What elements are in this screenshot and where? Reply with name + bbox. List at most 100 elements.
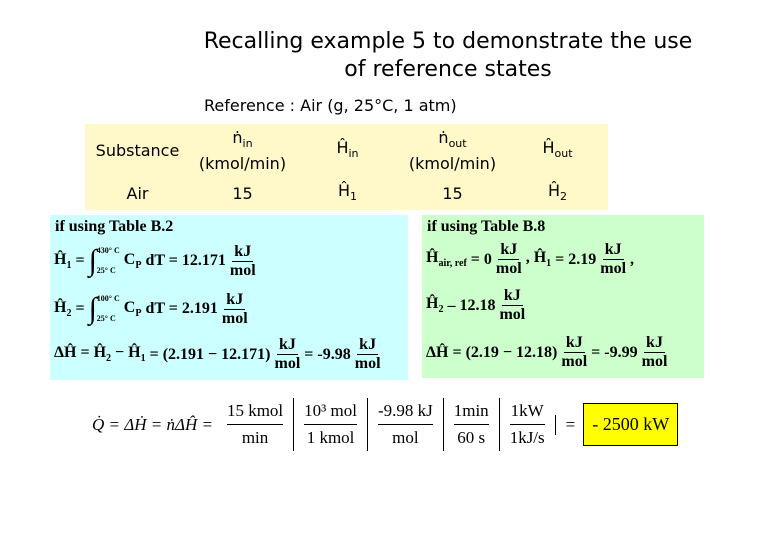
term-text: ΔĤ = (2.19 − 12.18) (426, 343, 558, 361)
term: = 2.19 (555, 251, 596, 269)
cell-symbol: 15 (442, 184, 463, 203)
cell-subscript: out (554, 147, 573, 161)
numerator: 1min (453, 398, 489, 425)
fraction: kJ mol (642, 334, 668, 371)
subscript: P (135, 260, 142, 272)
term: Ĥair, ref (426, 249, 467, 269)
numerator: kJ (357, 336, 379, 355)
cell-text: Substance (85, 141, 190, 160)
denominator: 60 s (457, 428, 486, 447)
fraction: kJ mol (222, 291, 248, 328)
denominator: mol (392, 428, 419, 447)
integral-limits: 430° C 25° C (97, 241, 120, 281)
subscript: P (135, 308, 142, 320)
fraction: 1min 60 s (442, 398, 499, 451)
term: CP (124, 299, 142, 319)
numerator: 1kW (509, 398, 545, 425)
cell-text: ṅout (400, 128, 505, 153)
numerator: kJ (232, 242, 254, 262)
table-cell: Ĥin (295, 124, 400, 177)
numerator: kJ (644, 334, 665, 353)
denominator: mol (354, 355, 381, 372)
panel-heading: if using Table B.2 (55, 218, 174, 235)
denominator: 1kJ/s (509, 428, 545, 447)
cell-subscript: in (242, 137, 253, 151)
upper-limit: 430° C (96, 246, 120, 255)
numerator: 15 kmol (226, 398, 284, 425)
subscript: 1 (546, 258, 552, 270)
table-cell: Ĥout (505, 124, 610, 177)
term-text: = 0 (470, 250, 492, 268)
table-cell: ṅout (kmol/min) (400, 124, 505, 177)
numerator: -9.98 kJ (377, 398, 433, 425)
term: ΔĤ = Ĥ2 (54, 344, 111, 364)
term: dT = 2.191 (145, 300, 217, 318)
fraction: 10³ mol 1 kmol (293, 398, 367, 451)
cell-symbol: 15 (232, 184, 253, 203)
cell-symbol: Ĥ (547, 180, 561, 200)
fraction: kJ mol (499, 287, 525, 324)
fraction: kJ mol (275, 336, 301, 373)
title-line: of reference states (344, 57, 552, 82)
title: Recalling example 5 to demonstrate the u… (120, 28, 776, 84)
subscript: 1 (66, 260, 72, 272)
panel-heading: if using Table B.8 (427, 218, 546, 235)
term: CP (124, 251, 142, 271)
fraction: kJ mol (561, 334, 587, 371)
cell-text: 15 (400, 184, 505, 203)
term-text: = (75, 252, 85, 269)
cell-symbol: Substance (95, 141, 180, 160)
term: = (2.191 − 12.171) (150, 346, 271, 364)
numerator: kJ (602, 241, 624, 260)
equation: Ĥair, ref = 0 kJ mol, Ĥ1 = 2.19 kJ mol, (426, 241, 634, 278)
term-text: = -9.99 (591, 343, 638, 361)
numerator: kJ (498, 241, 520, 260)
denominator: mol (561, 353, 588, 370)
denominator: mol (221, 309, 248, 327)
term-text: – 12.18 (447, 296, 496, 314)
numerator: kJ (563, 334, 585, 353)
denominator: mol (641, 353, 668, 370)
term: dT = 12.171 (145, 252, 225, 270)
cell-symbol: Air (126, 184, 149, 203)
table-cell: Air (85, 177, 190, 210)
fraction: -9.98 kJ mol (366, 398, 443, 451)
integral-sign: ∫ (88, 292, 97, 325)
term-text: Ĥ (426, 249, 439, 267)
table-cell: Substance (85, 124, 190, 177)
subscript: 2 (66, 308, 72, 320)
term-text: dT = 12.171 (145, 252, 226, 269)
term-text: dT = 2.191 (145, 300, 218, 317)
term: , (630, 251, 634, 269)
lower-limit: 25° C (96, 266, 116, 275)
fraction: 15 kmol min (217, 398, 293, 451)
equation: Ĥ1 = ∫ 430° C 25° C CP dT = 12.171 kJ mol (54, 241, 256, 281)
integral: ∫ 430° C 25° C (89, 241, 120, 281)
cell-text: Ĥout (505, 138, 610, 163)
term: = -9.98 (304, 346, 350, 364)
integral-sign: ∫ (88, 244, 97, 277)
term-text: , (630, 250, 635, 268)
cell-symbol: Ĥ (336, 137, 349, 157)
table-cell: Ĥ2 (505, 177, 610, 210)
table-cell: ṅin (kmol/min) (190, 124, 295, 177)
denominator: mol (229, 261, 256, 279)
integral-limits: 100° C 25° C (97, 289, 120, 329)
fraction: 1kW 1kJ/s (498, 398, 555, 451)
table: Substance ṅin (kmol/min) Ĥin ṅout (kmol/min) Ĥ… (85, 124, 608, 210)
term: Ĥ2 (54, 299, 71, 319)
fraction: kJ mol (230, 243, 256, 280)
term: = (75, 300, 84, 318)
equation: Ĥ2 = ∫ 100° C 25° C CP dT = 2.191 kJ mol (54, 289, 248, 329)
equation: Ĥ2– 12.18 kJ mol (426, 287, 525, 324)
denominator: mol (499, 306, 526, 323)
reference: Reference : Air (g, 25°C, 1 atm) (204, 96, 457, 115)
cell-symbol: Ĥ (337, 180, 351, 200)
cell-subscript: 1 (350, 190, 358, 204)
cell-text: Ĥin (295, 138, 400, 163)
cell-symbol: ṅ (232, 128, 243, 148)
subscript: 1 (140, 353, 146, 365)
cell-unit: (kmol/min) (198, 153, 287, 173)
cell-text: ṅin (190, 128, 295, 153)
